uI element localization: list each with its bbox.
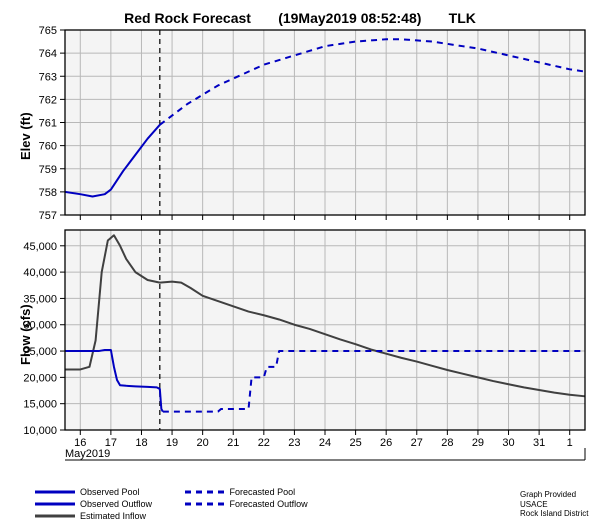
svg-text:28: 28: [441, 437, 453, 449]
svg-text:758: 758: [39, 187, 57, 199]
svg-text:30: 30: [502, 437, 514, 449]
legend-label: Forecasted Outflow: [230, 499, 308, 509]
svg-text:15,000: 15,000: [23, 399, 57, 411]
svg-text:31: 31: [533, 437, 545, 449]
legend-col-1: Observed Pool Observed Outflow Estimated I…: [35, 486, 152, 522]
legend-label: Estimated Inflow: [80, 511, 146, 521]
legend-label: Forecasted Pool: [230, 487, 296, 497]
legend-row: Estimated Inflow: [35, 510, 152, 522]
legend-label: Observed Outflow: [80, 499, 152, 509]
legend-swatch: [35, 499, 75, 509]
svg-text:21: 21: [227, 437, 239, 449]
svg-text:25: 25: [349, 437, 361, 449]
legend-row: Observed Outflow: [35, 498, 152, 510]
credit-line: Graph Provided: [520, 490, 600, 500]
svg-text:765: 765: [39, 25, 57, 37]
svg-text:759: 759: [39, 164, 57, 176]
svg-text:763: 763: [39, 71, 57, 83]
svg-text:760: 760: [39, 141, 57, 153]
svg-text:19: 19: [166, 437, 178, 449]
legend-row: Forecasted Pool: [185, 486, 308, 498]
legend-row: Observed Pool: [35, 486, 152, 498]
svg-text:45,000: 45,000: [23, 241, 57, 253]
legend-col-2: Forecasted Pool Forecasted Outflow: [185, 486, 308, 510]
svg-text:23: 23: [288, 437, 300, 449]
legend-swatch: [185, 499, 225, 509]
svg-text:1: 1: [567, 437, 573, 449]
svg-text:24: 24: [319, 437, 331, 449]
panel2-ylabel: Flow (cfs): [18, 304, 33, 365]
legend-swatch: [35, 511, 75, 521]
svg-text:20,000: 20,000: [23, 372, 57, 384]
credits: Graph ProvidedUSACERock Island District: [520, 490, 600, 519]
chart-container: { "title_main": "Red Rock Forecast", "ti…: [0, 0, 600, 527]
svg-text:18: 18: [135, 437, 147, 449]
svg-text:40,000: 40,000: [23, 267, 57, 279]
legend-row: Forecasted Outflow: [185, 498, 308, 510]
svg-text:26: 26: [380, 437, 392, 449]
x-month-label: May2019: [65, 448, 110, 460]
svg-text:757: 757: [39, 210, 57, 222]
svg-text:762: 762: [39, 94, 57, 106]
svg-text:29: 29: [472, 437, 484, 449]
legend: Observed Pool Observed Outflow Estimated I…: [35, 486, 590, 522]
chart-svg: 757 758 759 760 761 762 763 764 765 10,000 15,000 2…: [0, 0, 600, 470]
legend-swatch: [35, 487, 75, 497]
svg-text:10,000: 10,000: [23, 425, 57, 437]
legend-label: Observed Pool: [80, 487, 140, 497]
svg-text:22: 22: [258, 437, 270, 449]
panel1-ylabel: Elev (ft): [18, 112, 33, 160]
credit-line: USACE: [520, 500, 600, 510]
svg-text:761: 761: [39, 118, 57, 130]
legend-swatch: [185, 487, 225, 497]
credit-line: Rock Island District: [520, 509, 600, 519]
svg-text:764: 764: [39, 48, 57, 60]
svg-text:20: 20: [197, 437, 209, 449]
svg-text:27: 27: [411, 437, 423, 449]
